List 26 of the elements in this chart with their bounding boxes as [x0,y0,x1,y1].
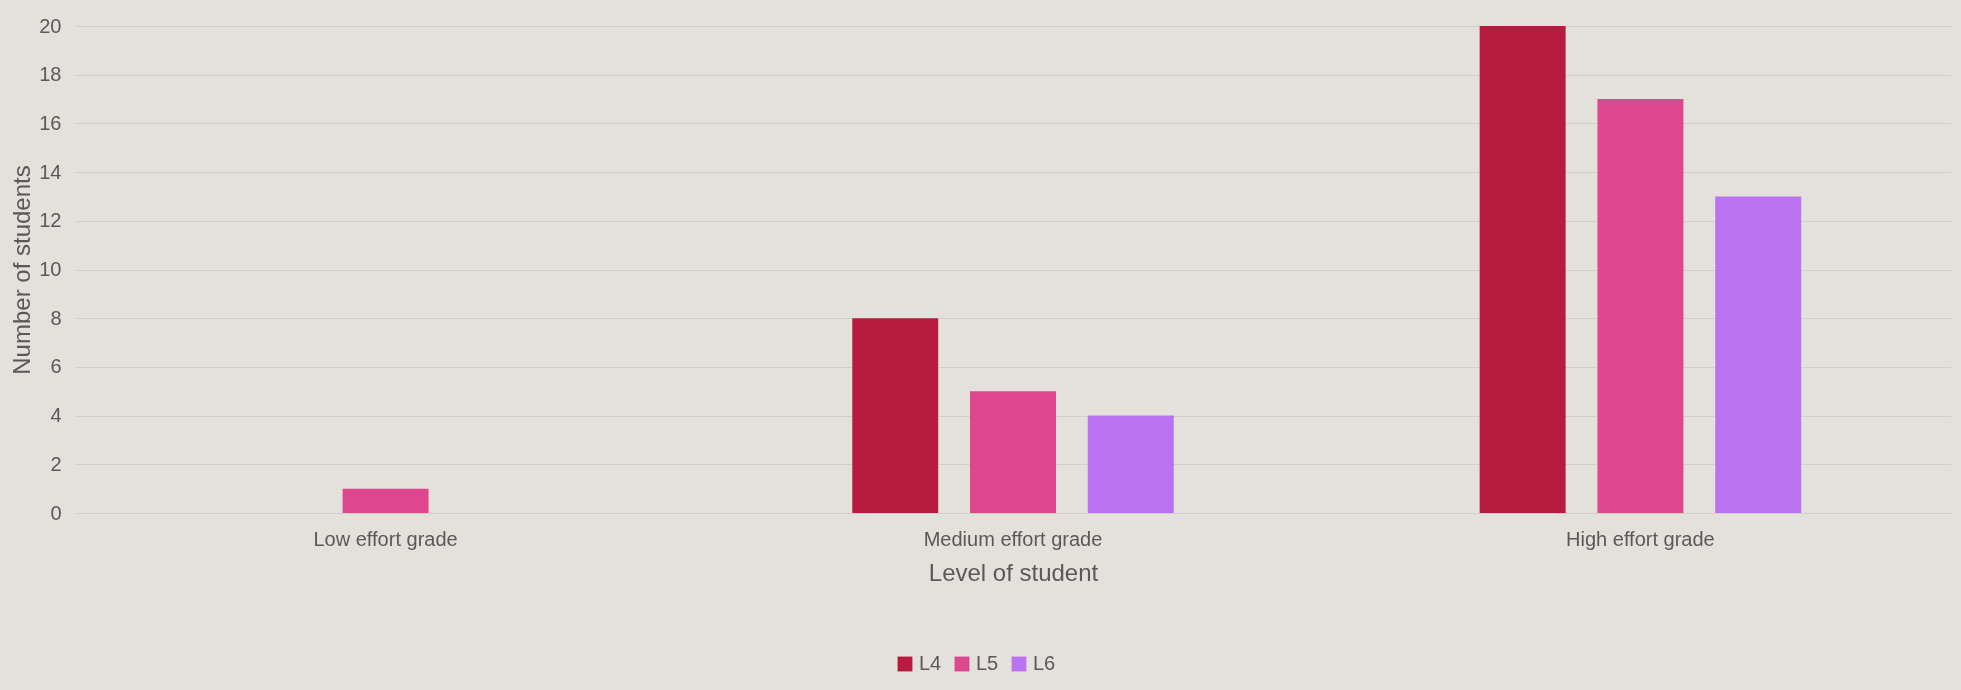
y-tick-label: 4 [50,404,62,427]
y-tick-label: 0 [50,501,62,524]
y-tick-label: 2 [50,452,62,475]
bar [852,318,939,513]
y-tick-label: 14 [39,160,62,183]
bar [342,488,429,513]
bar [1087,415,1174,513]
bar [1715,196,1802,513]
legend-label: L4 [919,652,942,674]
y-tick-label: 16 [39,111,62,134]
y-tick-label: 6 [50,355,62,378]
y-tick-label: 8 [50,306,62,329]
x-tick-label: Low effort grade [313,527,458,550]
y-tick-label: 20 [39,14,62,37]
x-axis-title: Level of student [928,558,1099,586]
x-tick-label: High effort grade [1566,527,1715,550]
legend-label: L6 [1033,652,1056,674]
bar [970,391,1056,513]
x-tick-label: Medium effort grade [923,527,1103,550]
legend-label: L5 [976,652,999,674]
y-axis-title: Number of students [8,165,36,375]
bar [1597,99,1684,513]
bar [1479,26,1566,513]
y-tick-label: 10 [39,258,62,280]
y-tick-label: 18 [39,63,62,86]
y-tick-label: 12 [39,209,62,232]
